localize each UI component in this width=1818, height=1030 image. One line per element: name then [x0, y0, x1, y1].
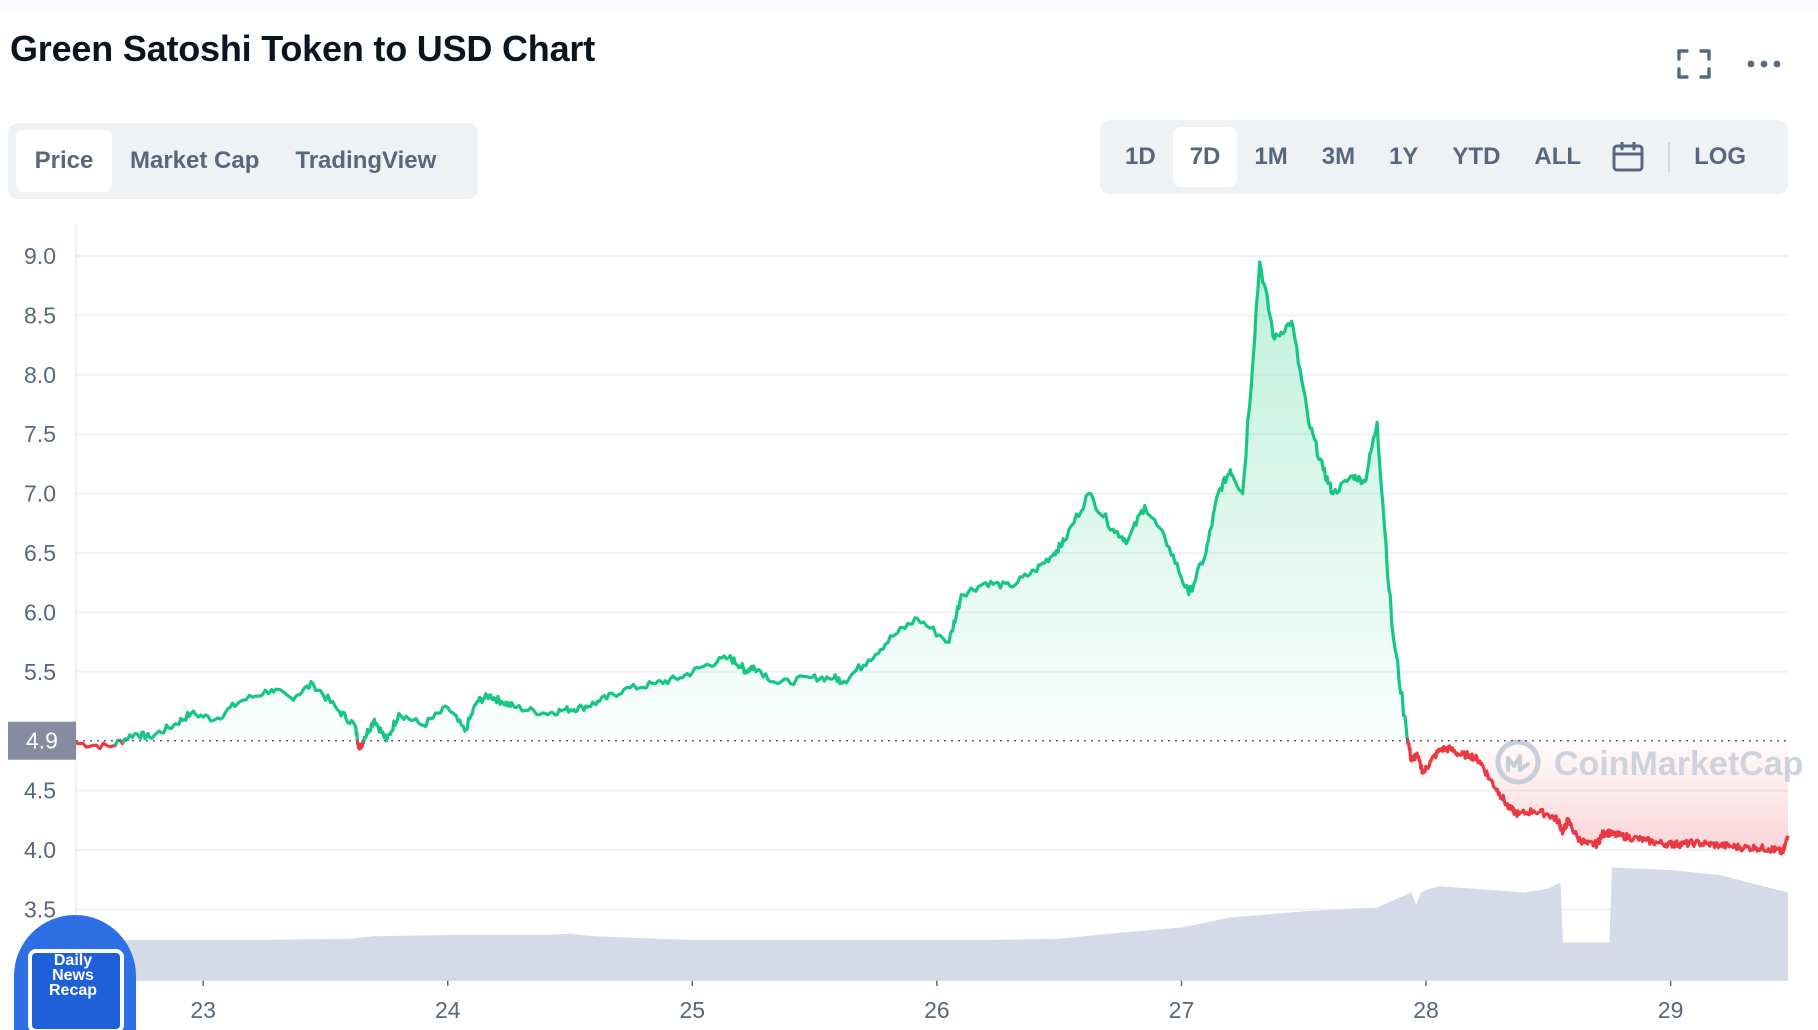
y-tick-label: 6.5 [24, 540, 56, 566]
y-tick-label: 6.0 [24, 599, 56, 625]
y-tick-label: 7.5 [24, 421, 56, 447]
baseline-label: 4.9 [26, 728, 58, 754]
badge-line-daily: Daily [53, 952, 93, 969]
x-tick-label: 25 [680, 997, 706, 1023]
y-tick-label: 5.5 [24, 659, 56, 685]
price-line-segment [121, 679, 360, 745]
area-below-baseline [76, 740, 1788, 854]
x-tick-label: 24 [435, 997, 461, 1023]
tab-all[interactable]: ALL [1534, 143, 1582, 170]
y-tick-label: 8.0 [24, 362, 56, 388]
top-strip [0, 0, 1818, 10]
grid-lines [75, 224, 1788, 980]
x-tick-label: 29 [1658, 997, 1684, 1023]
view-tabs: Price Market Cap TradingView [8, 123, 478, 199]
calendar-icon[interactable] [1598, 127, 1658, 187]
y-tick-label: 4.0 [24, 837, 56, 863]
y-tick-label: 7.0 [24, 481, 56, 507]
x-tick-label: 26 [924, 997, 950, 1023]
badge-line-recap: Recap [48, 982, 98, 999]
daily-news-recap-badge[interactable]: Daily News Recap [14, 915, 136, 1030]
tab-market-cap[interactable]: Market Cap [130, 147, 260, 174]
badge-frame [28, 949, 124, 1030]
area-above-baseline [76, 261, 1788, 741]
watermark-text: CoinMarketCap [1554, 745, 1803, 783]
badge-text: Daily News Recap [32, 952, 114, 999]
price-line-segment [362, 260, 1410, 744]
watermark: CoinMarketCap [1495, 739, 1803, 785]
x-tick-label: 27 [1169, 997, 1195, 1023]
more-dots-icon[interactable] [1740, 40, 1788, 88]
tab-1d[interactable]: 1D [1125, 143, 1156, 170]
coinmarketcap-logo-icon [1495, 739, 1541, 785]
badge-line-news: News [52, 967, 94, 984]
range-tabs: 1D 7D 1M 3M 1Y YTD ALL LOG [1100, 120, 1788, 194]
x-tick-label: 23 [190, 997, 216, 1023]
price-line [75, 260, 1790, 856]
volume-bars [76, 867, 1788, 980]
tab-tradingview[interactable]: TradingView [295, 147, 437, 174]
y-tick-label: 3.5 [24, 896, 56, 922]
page-title: Green Satoshi Token to USD Chart [10, 28, 596, 69]
y-tick-label: 4.5 [24, 778, 56, 804]
volume-area [76, 867, 1788, 980]
tab-price[interactable]: Price [16, 130, 112, 192]
x-tick-label: 28 [1413, 997, 1439, 1023]
price-area-fill [76, 261, 1788, 854]
fullscreen-icon[interactable] [1670, 40, 1718, 88]
tab-3m[interactable]: 3M [1321, 143, 1356, 170]
price-line-segment [1405, 737, 1790, 856]
tab-1m[interactable]: 1M [1254, 143, 1288, 170]
y-tick-label: 9.0 [24, 243, 56, 269]
y-tick-label: 8.5 [24, 302, 56, 328]
log-toggle[interactable]: LOG [1694, 143, 1747, 170]
tab-7d[interactable]: 7D [1172, 127, 1238, 187]
baseline-label-box [8, 721, 76, 760]
axes: 9.0 8.5 8.0 7.5 7.0 6.5 6.0 5.5 4.5 4.0 3.5 23 24 25 2… [8, 243, 1788, 1023]
tab-ytd[interactable]: YTD [1452, 143, 1501, 170]
range-divider [1668, 142, 1671, 172]
price-line-segment [75, 739, 120, 751]
tab-1y[interactable]: 1Y [1389, 143, 1419, 170]
